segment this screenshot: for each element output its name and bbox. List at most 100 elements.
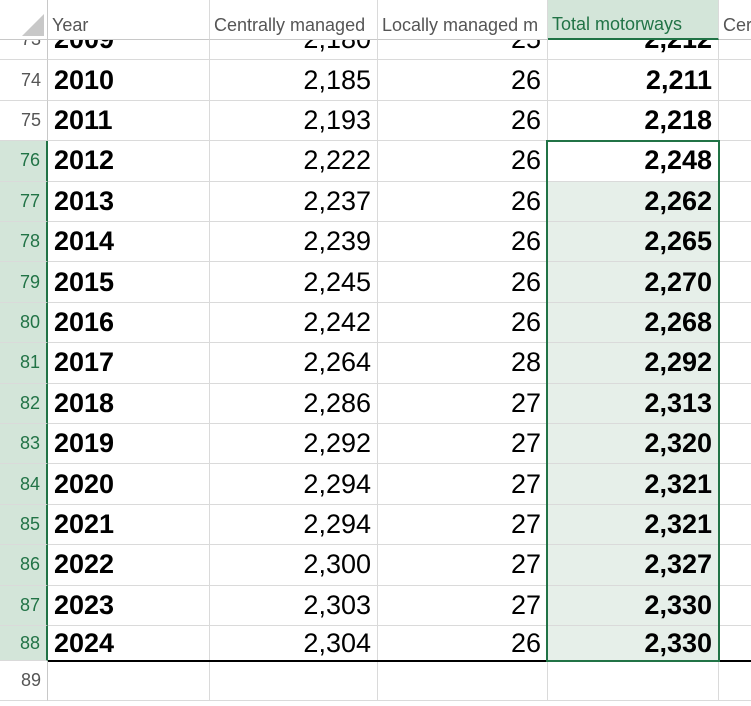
cell[interactable]: 2,330 [548,585,719,626]
empty-cell[interactable] [719,20,751,61]
cell[interactable]: 2023 [48,585,210,626]
cell[interactable]: 2,313 [548,383,719,424]
cell[interactable]: 2,264 [210,343,378,384]
empty-cell[interactable] [719,60,751,101]
cell[interactable]: 27 [378,585,548,626]
cell[interactable]: 2,303 [210,585,378,626]
column-header[interactable]: Locally managed m [378,0,548,40]
row-number[interactable]: 84 [0,464,48,505]
row-number[interactable]: 75 [0,100,48,142]
row-number[interactable]: 79 [0,262,48,303]
cell[interactable]: 2,222 [210,141,378,182]
empty-cell[interactable] [719,303,751,344]
cell[interactable]: 2015 [48,262,210,303]
cell[interactable]: 2,270 [548,262,719,303]
empty-cell[interactable] [548,661,719,702]
cell[interactable]: 2017 [48,343,210,384]
empty-cell[interactable] [719,626,751,661]
cell[interactable]: 26 [378,222,548,263]
cell[interactable]: 26 [378,262,548,303]
cell[interactable]: 2010 [48,60,210,101]
empty-cell[interactable] [48,661,210,702]
cell[interactable]: 2,248 [548,141,719,182]
empty-cell[interactable] [719,343,751,384]
row-number[interactable]: 76 [0,141,48,182]
empty-cell[interactable] [210,661,378,702]
cell[interactable]: 2,330 [548,626,719,661]
cell[interactable]: 2019 [48,424,210,465]
cell[interactable]: 2016 [48,302,210,344]
cell[interactable]: 2013 [48,181,210,222]
cell[interactable]: 2020 [48,464,210,505]
empty-cell[interactable] [719,464,751,505]
cell[interactable]: 2021 [48,504,210,546]
column-header[interactable]: Cer [719,0,751,40]
cell[interactable]: 2,218 [548,100,719,142]
row-number[interactable]: 83 [0,424,48,465]
row-number[interactable]: 88 [0,626,48,661]
cell[interactable]: 2012 [48,141,210,182]
cell[interactable]: 2,292 [548,343,719,384]
cell[interactable]: 2,304 [210,626,378,661]
column-header[interactable]: Year [48,0,210,40]
cell[interactable]: 2,268 [548,302,719,344]
empty-cell[interactable] [719,141,751,182]
row-number[interactable]: 82 [0,383,48,424]
cell[interactable]: 2011 [48,100,210,142]
cell[interactable]: 2,327 [548,545,719,586]
cell[interactable]: 26 [378,626,548,661]
column-header[interactable]: Centrally managed [210,0,378,40]
cell[interactable]: 2024 [48,626,210,661]
cell[interactable]: 2,193 [210,100,378,142]
cell[interactable]: 2,245 [210,262,378,303]
cell[interactable]: 28 [378,343,548,384]
cell[interactable]: 2022 [48,545,210,586]
row-number[interactable]: 85 [0,504,48,546]
cell[interactable]: 2,321 [548,504,719,546]
empty-cell[interactable] [719,384,751,424]
cell[interactable]: 26 [378,100,548,142]
empty-cell[interactable] [719,424,751,465]
cell[interactable]: 26 [378,181,548,222]
empty-cell[interactable] [719,661,751,702]
row-number[interactable]: 77 [0,181,48,222]
empty-cell[interactable] [719,545,751,586]
cell[interactable]: 27 [378,545,548,586]
cell[interactable]: 2,320 [548,424,719,465]
cell[interactable]: 2,237 [210,181,378,222]
cell[interactable]: 2,294 [210,464,378,505]
cell[interactable]: 27 [378,424,548,465]
cell[interactable]: 2,321 [548,464,719,505]
cell[interactable]: 2018 [48,383,210,424]
cell[interactable]: 2,286 [210,383,378,424]
cell[interactable]: 2,265 [548,222,719,263]
row-number[interactable]: 81 [0,343,48,384]
row-number[interactable]: 78 [0,222,48,263]
cell[interactable]: 26 [378,141,548,182]
row-number[interactable]: 74 [0,60,48,101]
cell[interactable]: 2,262 [548,181,719,222]
cell[interactable]: 2,292 [210,424,378,465]
row-number[interactable]: 87 [0,585,48,626]
cell[interactable]: 2014 [48,222,210,263]
empty-cell[interactable] [378,661,548,702]
cell[interactable]: 2,300 [210,545,378,586]
empty-cell[interactable] [719,101,751,142]
empty-cell[interactable] [719,222,751,263]
empty-cell[interactable] [719,505,751,546]
cell[interactable]: 2,239 [210,222,378,263]
column-header[interactable]: Total motorways [548,0,719,40]
cell[interactable]: 2,185 [210,60,378,101]
row-number[interactable]: 89 [0,661,48,702]
cell[interactable]: 27 [378,464,548,505]
cell[interactable]: 2,294 [210,504,378,546]
cell[interactable]: 2,242 [210,302,378,344]
cell[interactable]: 26 [378,60,548,101]
cell[interactable]: 27 [378,383,548,424]
empty-cell[interactable] [719,586,751,626]
row-number[interactable]: 86 [0,545,48,586]
empty-cell[interactable] [719,262,751,303]
empty-cell[interactable] [719,182,751,222]
cell[interactable]: 2,211 [548,60,719,101]
cell[interactable]: 26 [378,302,548,344]
